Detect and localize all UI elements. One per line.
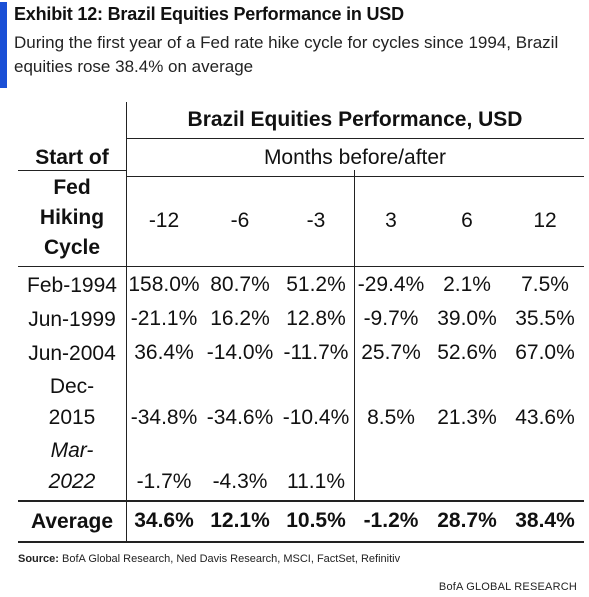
grid-line <box>126 138 584 139</box>
table-cell: 11.1% <box>287 470 345 493</box>
table-header-main: Brazil Equities Performance, USD <box>187 108 523 131</box>
average-row: Average 34.6% 12.1% 10.5% -1.2% 28.7% 38… <box>18 502 584 540</box>
table-cell: -34.8% <box>130 406 198 429</box>
table-cell <box>428 434 506 498</box>
table-row: Jun-1999 -21.1% 16.2% 12.8% -9.7% 39.0% … <box>18 302 584 336</box>
exhibit-title: Exhibit 12: Brazil Equities Performance … <box>14 4 404 24</box>
exhibit-subtitle: During the first year of a Fed rate hike… <box>14 33 559 76</box>
period-header: -3 <box>306 209 326 232</box>
table-row: Feb-1994 158.0% 80.7% 51.2% -29.4% 2.1% … <box>18 268 584 302</box>
table-cell: 67.0% <box>515 341 575 364</box>
table-cell: -9.7% <box>363 307 419 330</box>
table-cell: 36.4% <box>134 341 194 364</box>
start-label-line: Start of <box>35 146 109 169</box>
start-label-line: Hiking <box>39 206 105 229</box>
brand-label: BofA GLOBAL RESEARCH <box>438 581 577 593</box>
row-date: Dec- 2015 <box>48 375 96 429</box>
period-header: 6 <box>461 209 473 232</box>
table-cell: 39.0% <box>437 307 497 330</box>
table-cell: 43.6% <box>515 406 575 429</box>
accent-bar <box>0 2 7 88</box>
table-cell: 35.5% <box>515 307 575 330</box>
grid-line <box>126 176 584 177</box>
row-date: Jun-2004 <box>28 341 116 365</box>
source-text: BofA Global Research, Ned Davis Research… <box>58 553 401 565</box>
grid-line <box>18 500 584 502</box>
average-cell: 10.5% <box>286 509 346 532</box>
table-row: Mar- 2022 -1.7% -4.3% 11.1% <box>18 434 584 498</box>
row-date: Mar- 2022 <box>48 439 96 493</box>
period-header: 3 <box>385 209 397 232</box>
grid-line <box>354 170 355 500</box>
grid-line <box>18 266 584 267</box>
period-header: -12 <box>148 209 180 232</box>
table-row: Jun-2004 36.4% -14.0% -11.7% 25.7% 52.6%… <box>18 336 584 370</box>
table-cell: 7.5% <box>521 273 569 296</box>
table-cell: 51.2% <box>286 273 346 296</box>
average-label: Average <box>30 509 114 533</box>
grid-line <box>126 102 127 542</box>
table-cell: -1.7% <box>136 470 192 493</box>
table-cell: -34.6% <box>206 406 274 429</box>
table-cell: -10.4% <box>282 406 350 429</box>
grid-line <box>18 170 126 171</box>
table-cell <box>354 434 428 498</box>
table-cell: -14.0% <box>206 341 274 364</box>
table-cell: 16.2% <box>210 307 270 330</box>
average-cell: 38.4% <box>515 509 575 532</box>
table-cell: -21.1% <box>130 307 198 330</box>
start-label-line: Cycle <box>43 236 101 259</box>
table-cell: 158.0% <box>128 273 200 296</box>
average-cell: -1.2% <box>363 509 419 532</box>
source-note: Source: BofA Global Research, Ned Davis … <box>18 553 400 565</box>
table-row: Dec- 2015 -34.8% -34.6% -10.4% 8.5% 21.3%… <box>18 370 584 434</box>
table-cell: -4.3% <box>212 470 268 493</box>
table-cell: 52.6% <box>437 341 497 364</box>
table-cell: -29.4% <box>357 273 425 296</box>
grid-line <box>18 541 584 543</box>
table-cell: 25.7% <box>361 341 421 364</box>
period-header: 12 <box>533 209 557 232</box>
table-cell <box>506 434 584 498</box>
table-cell: 8.5% <box>367 406 415 429</box>
start-of-cycle-label: Start of Fed Hiking Cycle <box>18 140 126 266</box>
row-date: Jun-1999 <box>28 307 116 331</box>
period-header: -6 <box>230 209 250 232</box>
row-date: Feb-1994 <box>27 273 117 297</box>
table-cell: 12.8% <box>286 307 346 330</box>
average-cell: 34.6% <box>134 509 194 532</box>
average-cell: 12.1% <box>210 509 270 532</box>
table-cell: 80.7% <box>210 273 270 296</box>
start-label-line: Fed <box>53 176 91 199</box>
source-label: Source: <box>18 553 59 565</box>
table-header-sub: Months before/after <box>263 146 447 169</box>
table-cell: 21.3% <box>437 406 497 429</box>
average-cell: 28.7% <box>437 509 497 532</box>
table-cell: 2.1% <box>443 273 491 296</box>
table-cell: -11.7% <box>283 341 349 364</box>
performance-table: Brazil Equities Performance, USD Months … <box>18 102 584 543</box>
